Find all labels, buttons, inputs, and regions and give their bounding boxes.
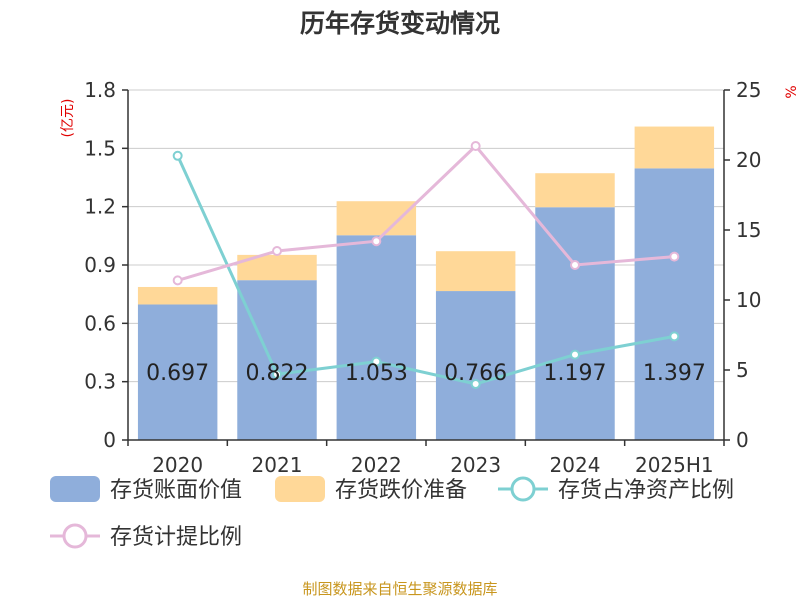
- bar-value-label: 1.197: [544, 361, 607, 386]
- chart-title: 历年存货变动情况: [300, 9, 500, 38]
- left-tick-label: 0.3: [84, 370, 116, 394]
- point-provision-ratio: [669, 251, 680, 262]
- point-net-asset-ratio: [172, 150, 183, 161]
- left-tick-label: 0.9: [84, 253, 116, 277]
- right-tick-label: 25: [736, 78, 761, 102]
- right-tick-label: 20: [736, 148, 761, 172]
- legend-label: 存货计提比例: [110, 525, 242, 550]
- x-tick-label: 2021: [252, 453, 303, 477]
- x-tick-label: 2025H1: [635, 453, 714, 477]
- line-net-asset-ratio: [176, 155, 675, 386]
- right-axis-unit: %: [784, 85, 800, 98]
- point-provision-ratio: [272, 246, 282, 256]
- bar-impairment: [336, 201, 417, 236]
- left-tick-label: 0: [103, 428, 116, 452]
- right-tick-label: 5: [736, 358, 749, 382]
- data-labels: 0.697 0.822 1.053 0.766 1.197 1.397: [146, 361, 706, 386]
- x-tick-label: 2022: [351, 453, 402, 477]
- bar-value-label: 0.697: [146, 361, 209, 386]
- legend-label: 存货占净资产比例: [558, 478, 734, 503]
- bars: [137, 126, 715, 440]
- legend-marker: [62, 523, 88, 549]
- bar-book-value: [634, 168, 715, 440]
- bar-impairment: [137, 286, 218, 305]
- legend-label: 存货跌价准备: [335, 478, 467, 503]
- legend-swatch: [275, 476, 325, 502]
- bar-impairment: [435, 251, 516, 292]
- legend-marker: [510, 476, 536, 502]
- point-provision-ratio: [470, 141, 481, 151]
- bar-value-label: 0.766: [444, 361, 507, 386]
- lines: [172, 141, 680, 389]
- bar-impairment: [634, 126, 715, 169]
- axes: 0 0.3 0.6 0.9 1.2 1.5 1.8 0 5 10 15 20 25 2020 2021 202…: [84, 78, 761, 477]
- legend-swatch: [50, 476, 100, 502]
- point-net-asset-ratio: [570, 349, 580, 360]
- point-provision-ratio: [172, 275, 183, 286]
- line-provision-ratio: [177, 143, 675, 282]
- x-tick-label: 2023: [450, 453, 501, 477]
- point-net-asset-ratio: [470, 379, 481, 389]
- left-tick-label: 1.2: [84, 195, 116, 219]
- source-note: 制图数据来自恒生聚源数据库: [302, 580, 497, 598]
- bar-impairment: [535, 173, 615, 208]
- left-axis-unit: (亿元): [60, 99, 76, 138]
- right-tick-label: 10: [736, 288, 761, 312]
- point-provision-ratio: [371, 236, 382, 247]
- bar-book-value: [336, 235, 417, 440]
- x-tick-label: 2020: [152, 453, 203, 477]
- bar-book-value: [535, 207, 615, 440]
- point-provision-ratio: [570, 260, 580, 270]
- point-net-asset-ratio: [371, 356, 382, 367]
- x-tick-label: 2024: [550, 453, 601, 477]
- right-tick-label: 0: [736, 428, 749, 452]
- bar-book-value: [435, 291, 516, 440]
- point-net-asset-ratio: [669, 331, 680, 342]
- point-net-asset-ratio: [272, 369, 282, 380]
- bar-value-label: 1.397: [643, 361, 706, 386]
- bar-value-label: 1.053: [345, 361, 408, 386]
- bar-book-value: [237, 280, 317, 440]
- bar-book-value: [137, 304, 218, 440]
- left-tick-label: 0.6: [84, 311, 116, 335]
- left-tick-label: 1.5: [84, 136, 116, 160]
- right-tick-label: 15: [736, 218, 761, 242]
- legend-label: 存货账面价值: [110, 478, 242, 503]
- left-tick-label: 1.8: [84, 78, 116, 102]
- bar-value-label: 0.822: [246, 361, 309, 386]
